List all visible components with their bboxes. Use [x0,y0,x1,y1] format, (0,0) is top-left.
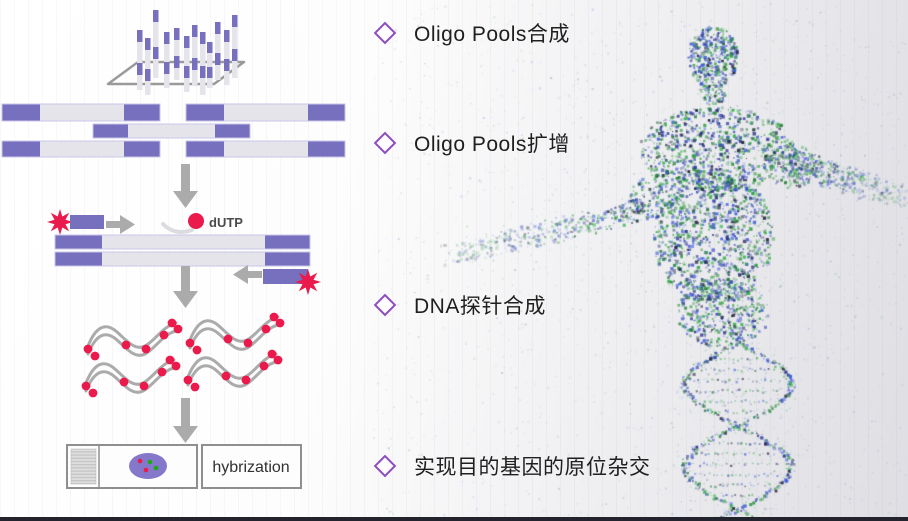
probe-signal-green [153,465,159,471]
probe [182,348,284,393]
reverse-primer [263,269,308,284]
fluorescent-star-icon [295,269,321,295]
probe-signal-green [147,459,153,465]
fluorescent-star-icon [47,209,73,235]
workflow-diagram: dUTP [1,10,346,489]
slide-label [70,448,97,485]
incorporation-tick [161,222,194,234]
specimen-ellipse [129,453,167,479]
hybridization-box: hybrization [201,444,302,489]
probe [184,311,286,356]
pool-bar [1,140,161,158]
template-strand [54,251,311,267]
chip-plate [106,60,246,86]
probe [80,354,182,399]
oligo-pool-bars [1,103,346,158]
dutp-label: dUTP [209,215,243,230]
forward-primer [70,215,104,229]
bottom-edge-bar [0,517,908,521]
pool-bar [1,103,161,122]
pool-bar [92,123,251,139]
extension-arrow-right [106,215,135,234]
pcr-amplification: dUTP [47,209,321,295]
flow-arrow-2 [173,266,198,308]
probe-signal-red [143,467,149,473]
dutp-dot [188,213,204,229]
pool-bar [185,103,346,122]
chip-oligos [137,10,238,95]
template-strand [54,234,311,250]
pool-bar [185,140,346,158]
flow-arrow-1 [173,164,198,208]
flow-arrow-3 [173,398,198,443]
microscope-slide [66,444,198,489]
dna-probes [80,311,286,399]
probe [82,317,184,362]
extension-arrow-left [233,265,262,284]
oligo-chip [106,10,246,95]
hybridization-label: hybrization [212,459,289,476]
probe-signal-red [137,458,143,464]
